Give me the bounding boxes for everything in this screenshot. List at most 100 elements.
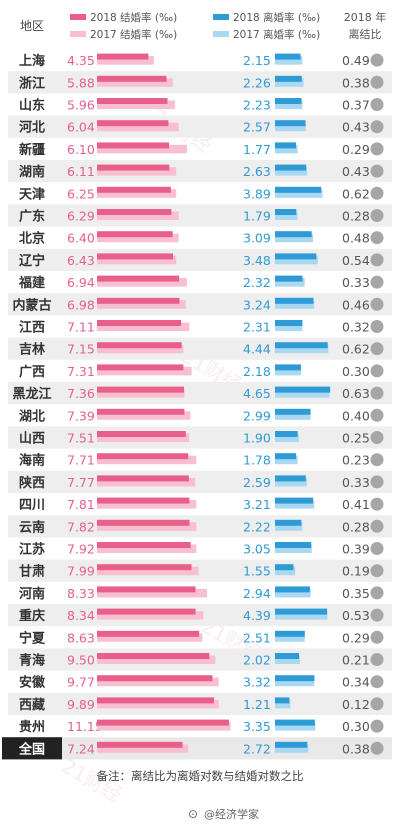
ratio-label: 0.35: [342, 586, 370, 601]
bar-marriage-2018: [97, 120, 169, 127]
row-background: [8, 470, 392, 493]
region-label: 陕西: [19, 475, 45, 491]
bar-marriage-2018: [97, 675, 213, 682]
legend-divorce-2017: 2017 离婚率 (‰): [233, 28, 320, 41]
ratio-label: 0.37: [342, 98, 370, 113]
region-label: 重庆: [19, 608, 45, 624]
region-label: 河南: [19, 586, 45, 602]
ratio-dot: [370, 186, 384, 200]
bar-divorce-2017: [275, 500, 315, 509]
bar-marriage-2017: [97, 455, 197, 465]
bar-divorce-2017: [275, 344, 329, 354]
table-row: 海南 7.71 1.78 0.23: [19, 453, 384, 469]
divorce-rate-2018-label: 3.35: [243, 719, 271, 734]
table-row: 北京 6.40 3.09 0.48: [19, 231, 384, 247]
ratio-dot: [370, 697, 384, 711]
region-label: 宁夏: [19, 630, 46, 646]
divorce-rate-2018-label: 2.22: [243, 519, 271, 534]
table-row: 新疆 6.10 1.77 0.29: [19, 142, 384, 158]
bar-divorce-2018: [275, 142, 296, 149]
ratio-dot: [370, 364, 384, 378]
bar-divorce-2018: [275, 386, 331, 393]
marriage-rate-2018-label: 5.88: [67, 75, 95, 90]
row-background: [8, 204, 392, 227]
ratio-dot: [370, 297, 384, 311]
bar-divorce-2018: [275, 320, 303, 326]
region-label: 西藏: [19, 697, 45, 713]
bar-divorce-2017: [275, 366, 302, 376]
ratio-label: 0.29: [342, 142, 370, 157]
bar-divorce-2018: [275, 275, 303, 282]
bar-marriage-2017: [97, 722, 231, 731]
ratio-label: 0.38: [342, 741, 370, 756]
table-row: 江西 7.11 2.31 0.32: [19, 320, 384, 336]
bar-marriage-2017: [97, 233, 179, 243]
ratio-label: 0.23: [342, 453, 370, 468]
table-row: 云南 7.82 2.22 0.28: [8, 515, 392, 538]
divorce-rate-2018-label: 4.44: [243, 342, 271, 357]
ratio-dot: [370, 497, 384, 511]
bar-divorce-2017: [275, 611, 328, 620]
ratio-dot: [370, 142, 384, 156]
bar-divorce-2017: [275, 544, 312, 553]
table-row: 贵州 11.15 3.35 0.30: [19, 719, 384, 735]
marriage-rate-2018-label: 6.04: [67, 120, 95, 135]
region-label: 浙江: [19, 75, 45, 91]
region-label: 四川: [19, 498, 45, 513]
bar-marriage-2017: [97, 78, 173, 87]
bar-marriage-2018: [97, 164, 170, 171]
bar-divorce-2018: [275, 120, 306, 127]
region-label: 河北: [19, 120, 45, 136]
table-row: 福建 6.94 2.32 0.33: [18, 275, 384, 291]
marriage-rate-2018-label: 7.39: [67, 408, 95, 423]
divorce-rate-2018-label: 2.99: [243, 408, 271, 423]
table-row: 湖南 6.11 2.63 0.43: [8, 160, 392, 183]
table-row: 安徽 9.77 3.32 0.34: [19, 675, 384, 691]
divorce-rate-2018-label: 3.05: [243, 542, 271, 557]
marriage-rate-2018-label: 6.10: [67, 142, 95, 157]
bar-divorce-2018: [275, 364, 301, 371]
bar-marriage-2018: [97, 342, 182, 349]
legend-swatch-marriage-2018: [70, 14, 86, 20]
marriage-rate-2018-label: 6.94: [67, 275, 95, 290]
bar-marriage-2017: [97, 189, 177, 198]
ratio-dot: [370, 741, 384, 755]
marriage-rate-2018-label: 7.15: [67, 342, 95, 357]
ratio-dot: [370, 120, 384, 134]
bar-marriage-2017: [97, 677, 219, 687]
ratio-dot: [370, 453, 384, 467]
bar-marriage-2018: [97, 586, 196, 593]
divorce-rate-2018-label: 1.77: [243, 142, 271, 157]
bar-marriage-2018: [97, 453, 189, 460]
ratio-dot: [370, 231, 384, 245]
ratio-label: 0.39: [342, 542, 370, 557]
region-label: 吉林: [19, 342, 45, 358]
bar-divorce-2017: [275, 744, 309, 753]
bar-marriage-2017: [97, 433, 190, 442]
region-label: 甘肃: [19, 564, 45, 580]
bar-marriage-2018: [97, 186, 171, 193]
region-label: 湖北: [19, 409, 45, 424]
region-label: 新疆: [19, 142, 45, 158]
bar-divorce-2017: [275, 455, 298, 465]
ratio-dot: [370, 675, 384, 689]
region-label: 上海: [19, 53, 45, 69]
ratio-label: 0.33: [342, 475, 370, 490]
divorce-rate-2018-label: 1.21: [243, 697, 271, 712]
bar-marriage-2017: [97, 255, 177, 265]
table-row: 广西 7.31 2.18 0.30: [19, 364, 384, 380]
marriage-rate-2018-label: 11.15: [67, 719, 103, 734]
ratio-label: 0.63: [342, 386, 370, 401]
divorce-rate-2018-label: 4.65: [243, 386, 271, 401]
row-background: [8, 559, 392, 582]
bar-divorce-2018: [275, 98, 302, 104]
bar-divorce-2017: [275, 477, 308, 487]
ratio-dot: [370, 475, 384, 489]
bar-divorce-2018: [275, 475, 306, 482]
marriage-rate-2018-label: 9.77: [67, 675, 95, 690]
region-label: 湖南: [19, 164, 45, 180]
marriage-rate-2018-label: 7.31: [67, 364, 95, 379]
row-background: [8, 337, 392, 360]
bar-divorce-2018: [275, 209, 297, 215]
ratio-dot: [370, 519, 384, 533]
